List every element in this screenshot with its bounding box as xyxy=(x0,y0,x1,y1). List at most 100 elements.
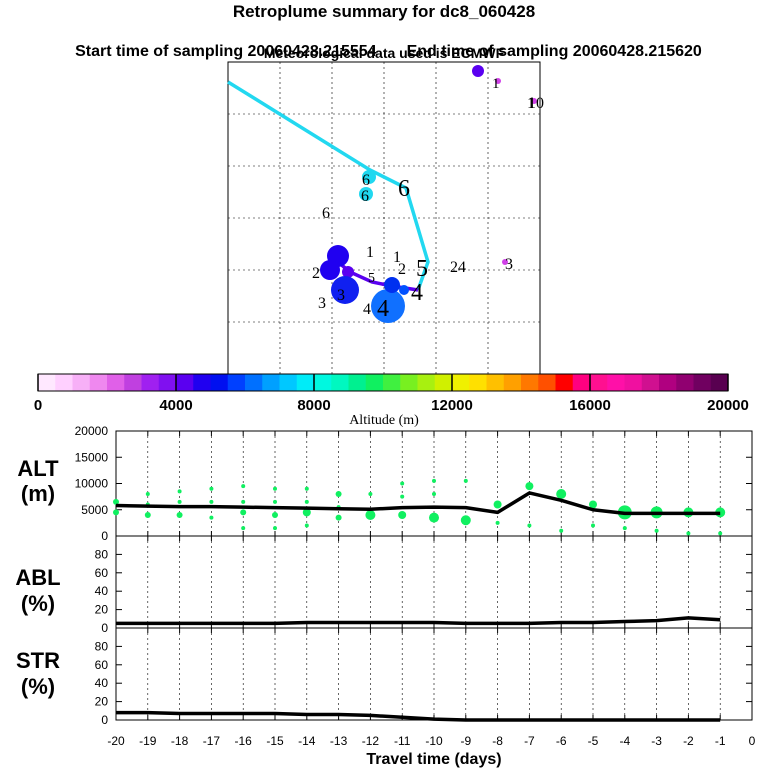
colorbar-swatch xyxy=(659,374,677,391)
alt-scatter-point xyxy=(273,526,277,531)
colorbar-swatch xyxy=(417,374,436,391)
plume-cluster-marker xyxy=(472,65,484,77)
alt-ytick-label: 5000 xyxy=(81,503,108,517)
colorbar-swatch xyxy=(434,374,453,391)
xaxis-tick-label: -7 xyxy=(524,734,535,748)
colorbar-swatch xyxy=(141,374,160,391)
alt-scatter-point xyxy=(400,494,405,499)
alt-scatter-point xyxy=(368,492,373,496)
alt-scatter-point xyxy=(429,512,439,523)
str-ytick-label: 20 xyxy=(95,695,109,709)
plume-day-label: 3 xyxy=(337,287,345,304)
colorbar-tick-label: 4000 xyxy=(159,397,192,414)
alt-series-line xyxy=(115,491,721,516)
plume-day-label: 10 xyxy=(528,95,544,112)
colorbar-swatch xyxy=(124,374,142,391)
plume-day-label: 3 xyxy=(505,256,513,273)
colorbar-swatch xyxy=(296,374,315,391)
xaxis-tick-label: -13 xyxy=(330,734,348,748)
str-ytick-label: 40 xyxy=(95,676,109,690)
alt-scatter-point xyxy=(718,531,723,536)
xaxis-tick-label: -2 xyxy=(683,734,694,748)
colorbar-tick-label: 16000 xyxy=(569,397,611,414)
xaxis-label: Travel time (days) xyxy=(366,751,501,768)
plume-cluster-marker xyxy=(531,98,537,104)
colorbar-swatch xyxy=(176,374,194,391)
xaxis-tick-label: -15 xyxy=(266,734,284,748)
plume-day-label: 2 xyxy=(398,261,406,278)
colorbar-tick-label: 8000 xyxy=(297,397,330,414)
str-ytick-label: 80 xyxy=(95,639,109,653)
end-time-label: End time of sampling 20060428.215620 xyxy=(406,43,702,60)
alt-scatter-point xyxy=(176,512,183,518)
figure-title: Retroplume summary for dc8_060428 xyxy=(232,2,536,21)
colorbar-swatch xyxy=(624,374,643,391)
alt-scatter-point xyxy=(460,515,471,526)
colorbar-swatch xyxy=(676,374,694,391)
alt-scatter-point xyxy=(335,514,342,521)
plume-cluster-marker xyxy=(384,277,400,293)
plume-day-label: 5 xyxy=(368,271,375,286)
plume-day-label: 2 xyxy=(450,259,458,276)
colorbar-swatch xyxy=(710,374,729,391)
xaxis-tick-label: -10 xyxy=(425,734,443,748)
plume-track-upper xyxy=(227,80,430,291)
plume-cluster-marker xyxy=(371,289,405,323)
colorbar-swatch xyxy=(365,374,384,391)
xaxis-tick-label: -12 xyxy=(362,734,380,748)
colorbar-swatch xyxy=(693,374,712,391)
xaxis-tick-label: -19 xyxy=(139,734,157,748)
sampling-times: Start time of sampling 20060428.215554 En… xyxy=(0,25,768,61)
alt-scatter-point xyxy=(240,509,247,516)
colorbar-swatch xyxy=(452,374,470,391)
alt-scatter-point xyxy=(177,499,182,504)
alt-scatter-point xyxy=(589,500,597,509)
colorbar-swatch xyxy=(314,374,332,391)
colorbar-tick-label: 20000 xyxy=(707,397,749,414)
plume-day-label: 4 xyxy=(458,259,466,276)
colorbar-swatch xyxy=(486,374,505,391)
plume-cluster-marker xyxy=(495,78,501,84)
alt-scatter-point xyxy=(527,523,532,528)
colorbar-swatch xyxy=(262,374,280,391)
colorbar-swatch xyxy=(107,374,125,391)
abl-ytick-label: 20 xyxy=(95,603,109,617)
alt-ytick-label: 15000 xyxy=(75,450,109,464)
colorbar-swatch xyxy=(590,374,608,391)
str-series-line xyxy=(116,710,721,722)
xaxis-tick-label: -14 xyxy=(298,734,316,748)
alt-scatter-point xyxy=(525,482,534,491)
plume-cluster-marker xyxy=(320,260,340,280)
alt-scatter-point xyxy=(113,509,119,516)
timeseries-panels: 20000150001000050000ALT(m)806040200ABL(%… xyxy=(15,424,755,768)
alt-label-line2: (m) xyxy=(21,481,55,506)
colorbar-tick-label: 0 xyxy=(34,397,42,414)
plume-day-label: 4 xyxy=(411,280,423,306)
alt-scatter-point xyxy=(400,481,405,486)
colorbar-swatch xyxy=(538,374,556,391)
plume-day-label: 6 xyxy=(322,205,330,222)
xaxis-tick-label: -17 xyxy=(203,734,221,748)
alt-scatter-point xyxy=(241,526,246,531)
xaxis-tick-label: -5 xyxy=(588,734,599,748)
xaxis-tick-label: -6 xyxy=(556,734,567,748)
plume-day-label: 6 xyxy=(361,188,369,205)
plume-day-label: 4 xyxy=(363,301,371,318)
str-label-line1: STR xyxy=(16,648,60,673)
alt-scatter-point xyxy=(463,478,468,483)
xaxis-tick-label: -1 xyxy=(715,734,726,748)
colorbar-swatch xyxy=(400,374,418,391)
alt-ytick-label: 10000 xyxy=(75,477,109,491)
alt-scatter-point xyxy=(302,508,311,517)
alt-scatter-point xyxy=(335,491,342,497)
alt-scatter-point xyxy=(241,484,246,489)
alt-scatter-point xyxy=(209,499,214,504)
alt-scatter-point xyxy=(209,515,214,520)
colorbar-swatch xyxy=(331,374,349,391)
plume-cluster-marker xyxy=(399,285,409,295)
alt-scatter-point xyxy=(209,486,214,491)
alt-scatter-point xyxy=(304,523,309,528)
xaxis-tick-label: -8 xyxy=(492,734,503,748)
abl-ytick-label: 40 xyxy=(95,584,109,598)
alt-scatter-point xyxy=(304,486,309,491)
